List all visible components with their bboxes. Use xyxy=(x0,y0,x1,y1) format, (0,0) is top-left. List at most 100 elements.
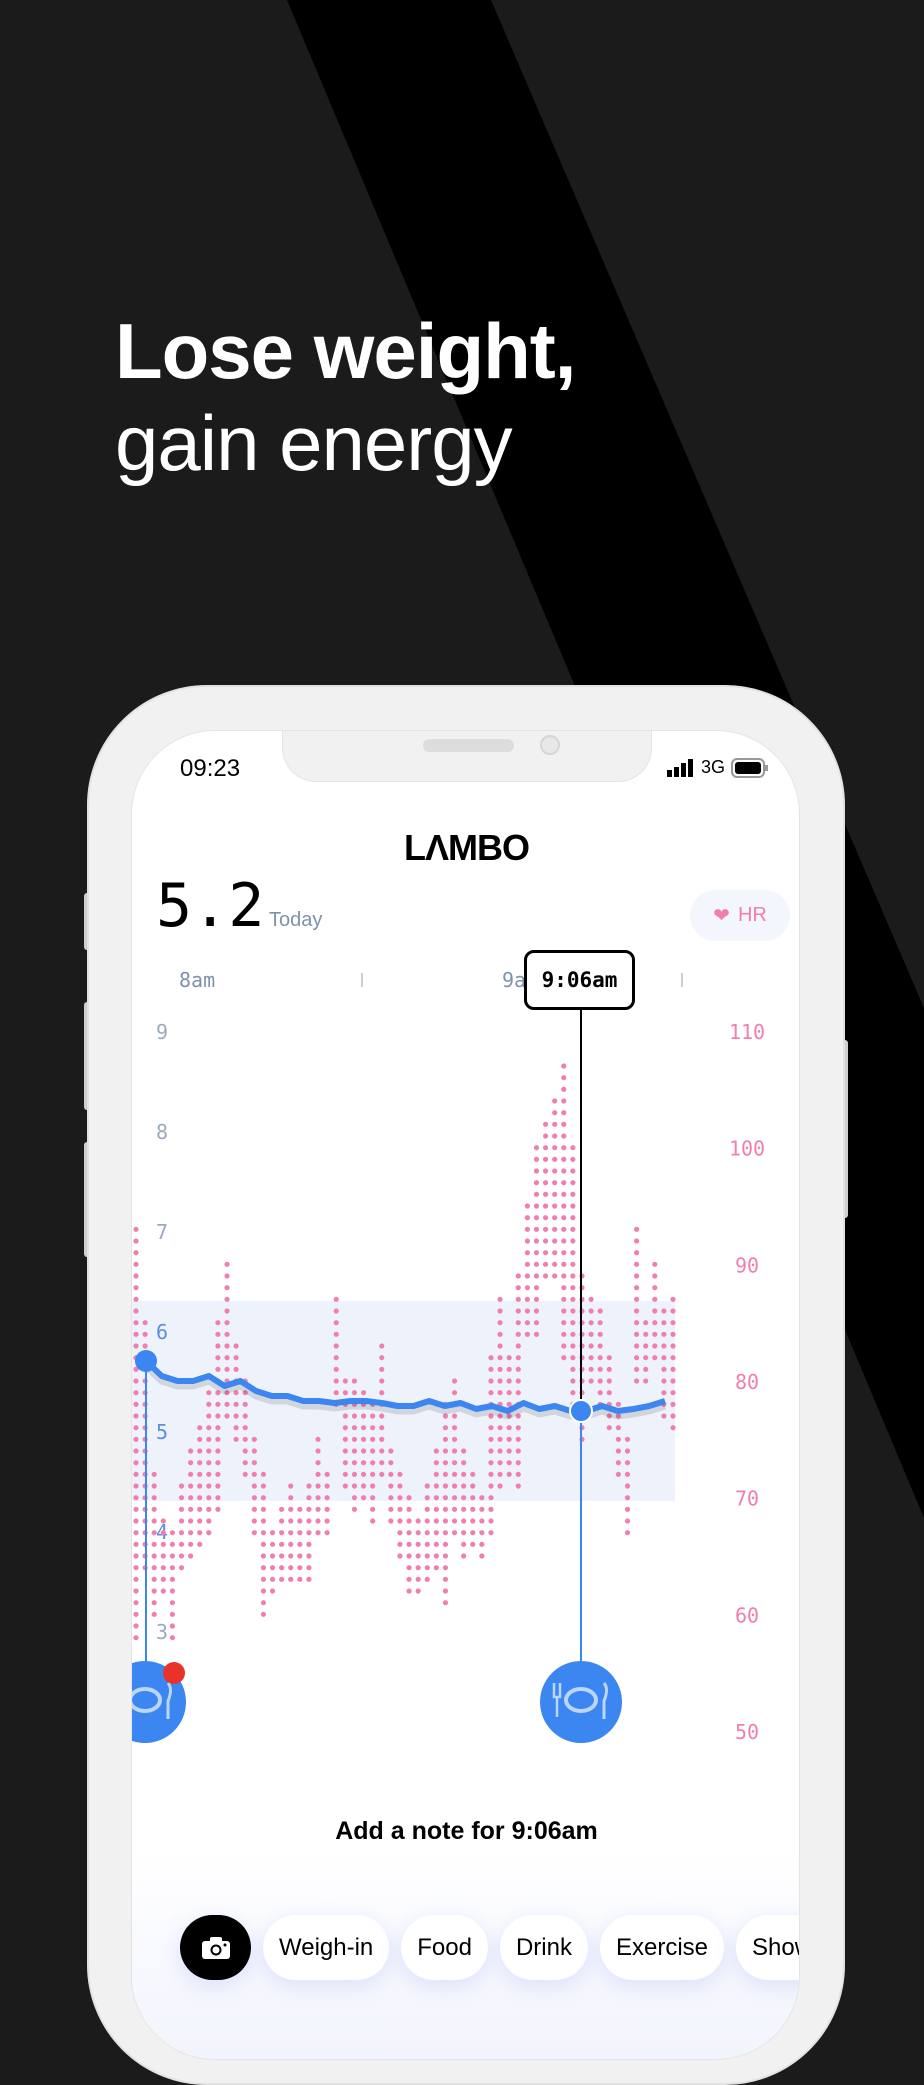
hr-dot xyxy=(133,1425,139,1431)
hr-dot xyxy=(524,1296,530,1302)
hr-dot xyxy=(570,1308,576,1314)
hr-dot xyxy=(515,1285,521,1291)
hr-dot xyxy=(151,1600,157,1606)
hr-dot xyxy=(251,1530,257,1536)
hr-dot xyxy=(570,1191,576,1197)
hr-dot xyxy=(333,1378,339,1384)
hr-dot xyxy=(652,1331,658,1337)
hr-dot xyxy=(360,1425,367,1431)
hr-dot xyxy=(461,1506,467,1512)
status-time: 09:23 xyxy=(180,755,241,782)
hr-dot xyxy=(542,1238,549,1244)
hr-dot xyxy=(260,1471,267,1477)
power-button xyxy=(842,1040,848,1218)
hr-dot xyxy=(442,1541,449,1547)
weigh-in-button[interactable]: Weigh-in xyxy=(263,1915,390,1980)
hr-dot xyxy=(188,1541,194,1547)
hr-dot xyxy=(606,1355,612,1361)
hr-dot xyxy=(133,1588,139,1594)
hr-dot xyxy=(488,1495,494,1501)
hr-dot xyxy=(570,1203,576,1209)
status-icons: 3G xyxy=(666,757,769,778)
hr-dot xyxy=(479,1541,485,1547)
hr-column xyxy=(470,1471,476,1547)
hr-dot xyxy=(397,1506,403,1512)
hr-dot xyxy=(461,1483,467,1489)
add-note-prompt[interactable]: Add a note for 9:06am xyxy=(335,1817,598,1845)
hr-dot xyxy=(279,1541,285,1547)
camera-button[interactable] xyxy=(180,1915,251,1980)
hr-dot xyxy=(442,1413,449,1419)
hr-dot xyxy=(206,1436,212,1442)
hr-dot xyxy=(242,1401,248,1407)
hr-dot xyxy=(451,1483,458,1489)
hr-dot xyxy=(424,1541,430,1547)
hr-dot xyxy=(333,1308,339,1314)
hr-dot xyxy=(424,1553,430,1559)
hr-dot xyxy=(643,1355,649,1361)
hr-dot xyxy=(133,1495,139,1501)
hr-dot xyxy=(178,1565,185,1571)
glucose-hr-chart[interactable]: 98765431101009080706050 xyxy=(132,731,800,1811)
hr-dot xyxy=(315,1448,321,1454)
hr-dot xyxy=(488,1366,494,1372)
hr-dot xyxy=(652,1273,658,1279)
hr-column xyxy=(342,1378,348,1489)
hr-dot xyxy=(561,1215,567,1221)
drink-button[interactable]: Drink xyxy=(499,1915,588,1980)
hr-dot xyxy=(388,1483,394,1489)
hr-dot xyxy=(388,1518,394,1524)
hr-toggle[interactable]: ❤ HR xyxy=(690,890,790,941)
hr-toggle-label: HR xyxy=(737,904,767,926)
hr-dot xyxy=(552,1168,558,1174)
hr-dot xyxy=(206,1530,212,1536)
food-button[interactable]: Food xyxy=(401,1915,488,1980)
right-axis-tick: 60 xyxy=(735,1603,759,1627)
hr-dot xyxy=(570,1343,576,1349)
hr-dot xyxy=(133,1331,139,1337)
hr-dot xyxy=(670,1401,676,1407)
hr-column xyxy=(615,1401,621,1477)
hr-dot xyxy=(206,1425,212,1431)
cursor-time-tooltip[interactable]: 9:06am xyxy=(524,950,635,1010)
hr-dot xyxy=(533,1203,540,1209)
hr-dot xyxy=(215,1495,221,1501)
hr-dot xyxy=(561,1296,567,1302)
show-button[interactable]: Show xyxy=(736,1915,799,1980)
hr-dot xyxy=(597,1378,603,1384)
hr-dot xyxy=(397,1471,403,1477)
hr-column xyxy=(151,1471,157,1617)
hr-dot xyxy=(615,1448,621,1454)
hr-dot xyxy=(224,1273,230,1279)
hr-dot xyxy=(133,1506,139,1512)
hr-dot xyxy=(379,1366,385,1372)
hr-dot xyxy=(215,1483,221,1489)
hr-dot xyxy=(606,1390,612,1396)
hr-dot xyxy=(497,1308,503,1314)
hr-dot xyxy=(661,1413,667,1419)
hr-column xyxy=(424,1483,430,1582)
hr-dot xyxy=(360,1436,367,1442)
hr-dot xyxy=(233,1436,239,1442)
hr-dot xyxy=(433,1448,439,1454)
hr-dot xyxy=(670,1413,676,1419)
hr-dot xyxy=(670,1308,676,1314)
hr-dot xyxy=(215,1448,221,1454)
hr-dot xyxy=(224,1390,230,1396)
hr-dot xyxy=(424,1530,430,1536)
hr-column xyxy=(279,1506,285,1582)
hr-dot xyxy=(506,1401,512,1407)
battery-icon xyxy=(731,757,768,778)
hr-dot xyxy=(661,1366,667,1372)
hr-dot xyxy=(215,1413,221,1419)
hr-dot xyxy=(533,1180,540,1186)
hr-dot xyxy=(397,1541,403,1547)
hr-dot xyxy=(552,1273,558,1279)
hr-dot xyxy=(633,1355,640,1361)
hr-dot xyxy=(442,1425,449,1431)
exercise-button[interactable]: Exercise xyxy=(599,1915,725,1980)
hr-dot xyxy=(542,1180,549,1186)
hr-dot xyxy=(542,1145,549,1151)
hr-column xyxy=(169,1530,176,1641)
hr-dot xyxy=(515,1448,521,1454)
